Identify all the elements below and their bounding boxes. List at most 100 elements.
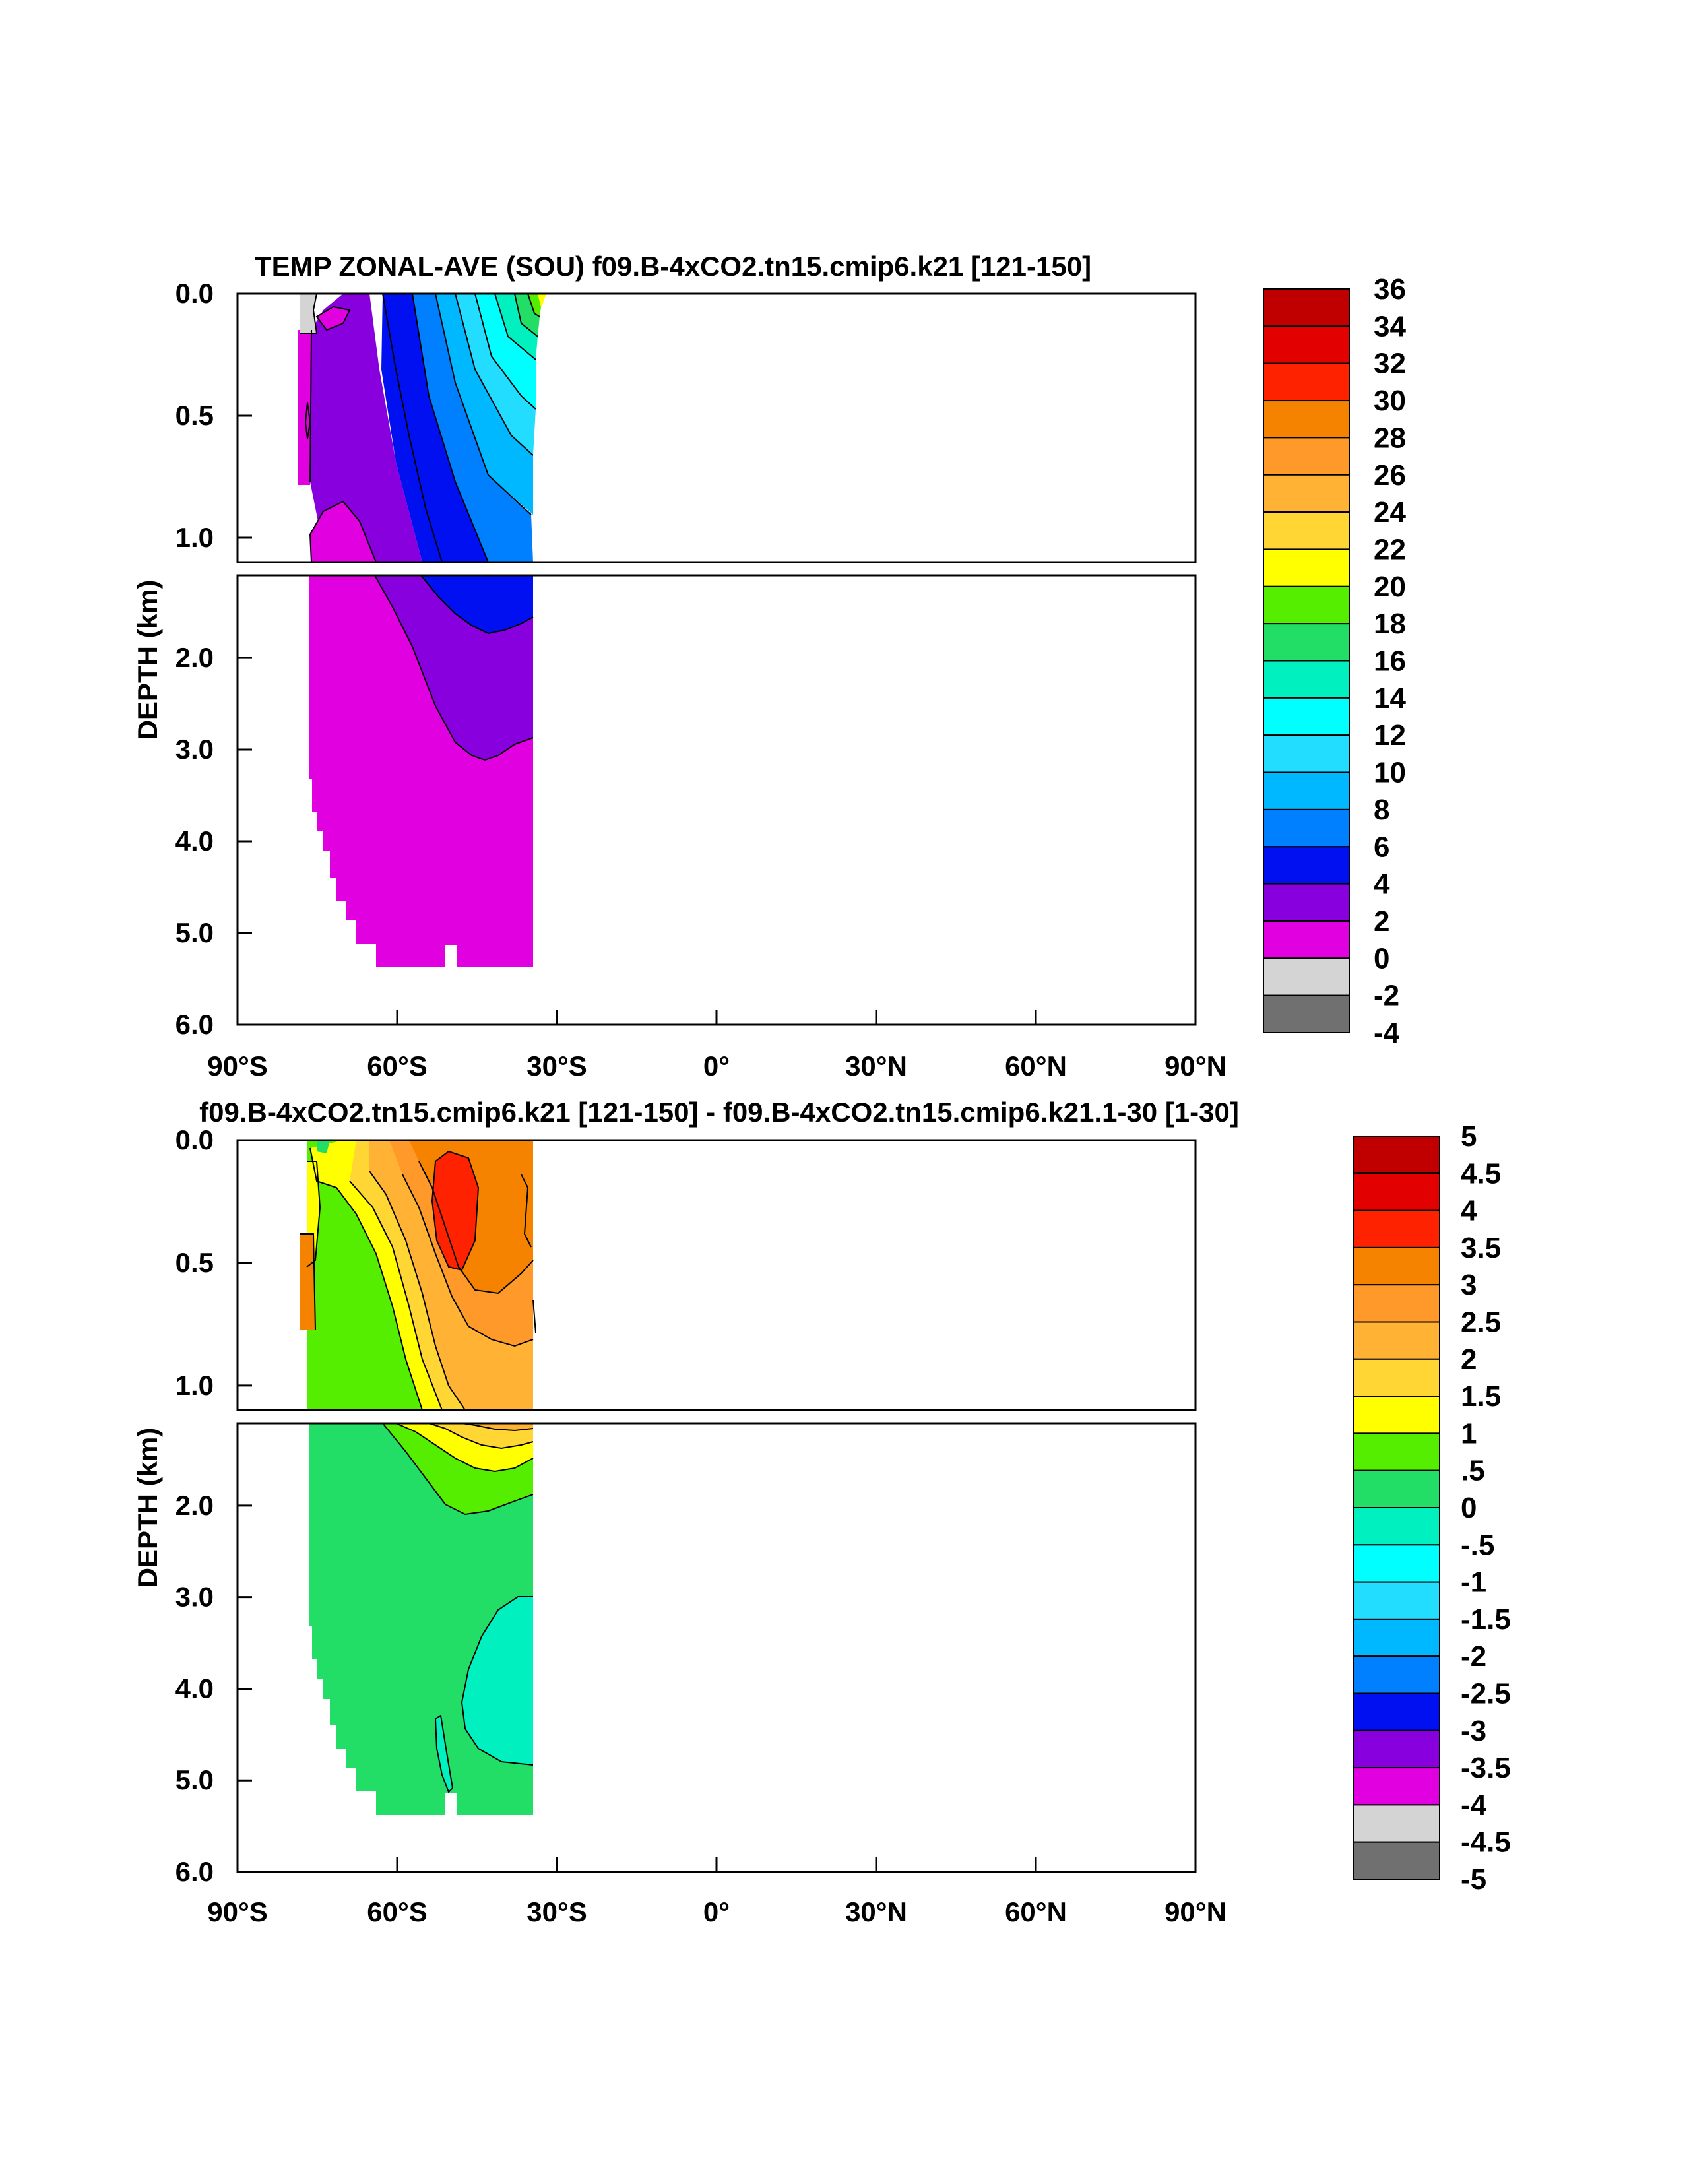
cb1-label-11: 14 (1374, 682, 1406, 715)
cb2-swatch-0 (1353, 1136, 1440, 1174)
cb2-swatch-18 (1353, 1804, 1440, 1843)
plot-2: f09.B-4xCO2.tn15.cmip6.k21 [121-150] - f… (132, 1097, 1239, 1927)
cb1-swatch-6 (1263, 511, 1350, 550)
cb1-label-19: -2 (1374, 980, 1399, 1012)
p1-u-region-6 (412, 294, 533, 562)
p2-lower-ytick-label-0: 2.0 (175, 1490, 214, 1521)
cb1-label-8: 20 (1374, 571, 1406, 603)
p2-u-region-3_5 (432, 1151, 478, 1270)
cb1-label-2: 32 (1374, 348, 1406, 380)
p1-xtick-label-2: 30°S (526, 1050, 587, 1081)
p2-l-region-cool-strip (435, 1716, 453, 1792)
p1-u-region-8 (435, 294, 533, 515)
cb1-swatch-14 (1263, 808, 1350, 848)
cb1-label-12: 12 (1374, 719, 1406, 752)
p2-upper-ytick-label-1: 0.5 (175, 1247, 214, 1278)
cb2-label-15: -2.5 (1461, 1678, 1511, 1710)
cb2-label-3: 3.5 (1461, 1232, 1501, 1264)
p1-l-contours (374, 575, 534, 761)
cb1-swatch-1 (1263, 325, 1350, 364)
cb2-swatch-16 (1353, 1729, 1440, 1769)
cb1-label-4: 28 (1374, 422, 1406, 454)
cb1-label-9: 18 (1374, 608, 1406, 640)
p1-l-region-blue (421, 575, 533, 633)
p1-lower-ytick-label-4: 6.0 (175, 1009, 214, 1040)
p1-ylabel: DEPTH (km) (132, 580, 163, 740)
p2-ylabel: DEPTH (km) (132, 1428, 163, 1588)
p1-u-region-12 (475, 294, 536, 409)
cb1-label-13: 10 (1374, 757, 1406, 789)
cb1-label-3: 30 (1374, 385, 1406, 417)
cb1-swatch-4 (1263, 437, 1350, 476)
p2-xtick-label-4: 30°N (845, 1896, 907, 1927)
cb2-swatch-15 (1353, 1692, 1440, 1731)
cb2-label-11: -.5 (1461, 1529, 1494, 1561)
cb1-label-0: 36 (1374, 273, 1406, 305)
cb2-label-12: -1 (1461, 1566, 1486, 1599)
p1-upper-ytick-label-2: 1.0 (175, 522, 214, 553)
cb2-swatch-5 (1353, 1321, 1440, 1360)
p1-u-region-16 (515, 294, 540, 337)
p2-l-region-2 (462, 1423, 533, 1430)
p1-xtick-label-0: 90°S (207, 1050, 268, 1081)
p2-u-region-green-bottom (317, 1140, 330, 1153)
cb2-label-9: .5 (1461, 1455, 1485, 1487)
p1-xtick-label-1: 60°S (367, 1050, 428, 1081)
cb1-label-18: 0 (1374, 942, 1389, 975)
p2-lower-ytick-label-1: 3.0 (175, 1582, 214, 1613)
plot-2-lower-field (309, 1423, 534, 1815)
p2-lower-ytick-label-4: 6.0 (175, 1856, 214, 1887)
cb2-label-2: 4 (1461, 1195, 1477, 1227)
cb2-label-5: 2.5 (1461, 1306, 1501, 1339)
cb1-label-10: 16 (1374, 645, 1406, 678)
cb1-swatch-15 (1263, 846, 1350, 885)
p2-lower-ytick-label-3: 5.0 (175, 1764, 214, 1795)
p1-xtick-label-4: 30°N (845, 1050, 907, 1081)
plot-2-axes: 90°S 60°S 30°S 0° 30°N 60°N 90°N 0.0 0.5 1.0 2.0 3.… (132, 1124, 1227, 1927)
p1-u-region-14 (495, 294, 538, 360)
cb2-swatch-17 (1353, 1767, 1440, 1806)
cb2-label-6: 2 (1461, 1343, 1477, 1376)
cb2-swatch-7 (1353, 1396, 1440, 1434)
cb1-swatch-17 (1263, 920, 1350, 959)
plot-2-upper-field (300, 1140, 536, 1411)
p1-lower-ytick-label-3: 5.0 (175, 917, 214, 948)
cb2-swatch-1 (1353, 1172, 1440, 1211)
p1-u-region-10 (455, 294, 536, 455)
cb2-swatch-10 (1353, 1507, 1440, 1546)
p1-lower-ytick-label-1: 3.0 (175, 734, 214, 765)
p2-u-region-orange-left (300, 1234, 315, 1330)
cb2-label-17: -3.5 (1461, 1752, 1511, 1784)
cb1-label-20: -4 (1374, 1017, 1400, 1049)
p1-u-region-blue (381, 294, 488, 562)
cb1-swatch-5 (1263, 474, 1350, 513)
colorbar-2: 54.543.532.521.51.50-.5-1-1.5-2-2.5-3-3.… (1353, 1120, 1511, 1896)
cb2-swatch-3 (1353, 1246, 1440, 1286)
plot-1-title: TEMP ZONAL-AVE (SOU) f09.B-4xCO2.tn15.cm… (255, 251, 1091, 282)
p1-u-region-magenta-left (298, 330, 311, 485)
p2-xtick-label-0: 90°S (207, 1896, 268, 1927)
cb2-label-20: -5 (1461, 1863, 1486, 1896)
cb2-label-1: 4.5 (1461, 1157, 1501, 1190)
cb1-swatch-12 (1263, 734, 1350, 773)
cb1-swatch-13 (1263, 771, 1350, 810)
cb2-swatch-19 (1353, 1841, 1440, 1880)
p1-upper-ytick-label-1: 0.5 (175, 400, 214, 431)
p1-u-contours (300, 293, 540, 563)
cb2-label-8: 1 (1461, 1417, 1477, 1450)
p1-xtick-label-3: 0° (703, 1050, 730, 1081)
p2-upper-ytick-label-0: 0.0 (175, 1124, 214, 1155)
cb1-swatch-9 (1263, 623, 1350, 662)
cb1-swatch-8 (1263, 585, 1350, 625)
cb2-swatch-12 (1353, 1581, 1440, 1620)
p1-xtick-label-6: 90°N (1164, 1050, 1227, 1081)
cb1-swatch-10 (1263, 660, 1350, 699)
p2-u-contours (300, 1147, 536, 1411)
plot-2-upper-frame (236, 1139, 1197, 1411)
p1-u-region-18 (528, 294, 541, 317)
cb2-label-7: 1.5 (1461, 1380, 1501, 1413)
cb2-swatch-6 (1353, 1358, 1440, 1397)
p1-xtick-label-5: 60°N (1005, 1050, 1067, 1081)
